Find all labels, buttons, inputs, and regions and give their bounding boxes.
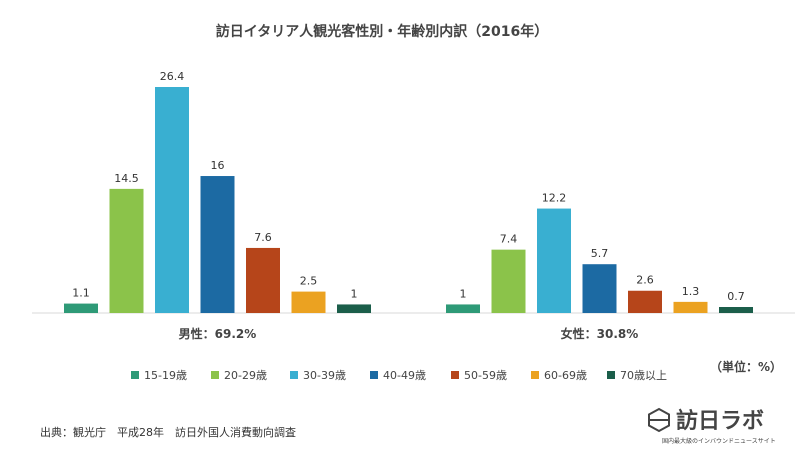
legend-swatch-0: [131, 371, 139, 379]
bar-male-4: [246, 247, 280, 313]
legend-item-5: 60-69歳: [531, 369, 587, 382]
bar-male-0: [64, 303, 98, 313]
source-note: 出典：観光庁 平成28年 訪日外国人消費動向調査: [40, 425, 296, 439]
logo-name: 訪日ラボ: [676, 408, 764, 434]
value-label-female-3: 5.7: [591, 247, 609, 260]
legend-item-4: 50-59歳: [451, 369, 507, 382]
bars-group: [64, 87, 753, 313]
bar-male-3: [200, 176, 235, 313]
category-labels-group: 男性：69.2% 女性：30.8%: [179, 326, 639, 341]
value-label-female-0: 1: [460, 287, 467, 300]
legend-item-2: 30-39歳: [290, 369, 346, 382]
value-label-female-2: 12.2: [542, 192, 567, 205]
legend-item-0: 15-19歳: [131, 369, 187, 382]
logo-tagline: 国内最大級のインバウンドニュースサイト: [662, 437, 776, 445]
category-label-female: 女性：30.8%: [561, 326, 639, 341]
value-label-male-4: 7.6: [254, 231, 272, 244]
value-label-female-4: 2.6: [636, 274, 654, 287]
legend-swatch-1: [211, 371, 219, 379]
bar-male-2: [155, 87, 189, 313]
bar-female-4: [628, 290, 662, 313]
legend-swatch-3: [370, 371, 378, 379]
bar-male-5: [291, 291, 326, 313]
legend-label-5: 60-69歳: [544, 369, 587, 382]
value-label-male-3: 16: [211, 159, 225, 172]
legend: 15-19歳 20-29歳 30-39歳 40-49歳 50-59歳 60-69歳 70歳以…: [131, 369, 667, 382]
legend-label-6: 70歳以上: [620, 369, 667, 382]
logo: 訪日ラボ 国内最大級のインバウンドニュースサイト: [648, 407, 776, 445]
bar-female-6: [719, 307, 753, 313]
value-labels-group: 1.1 14.5 26.4 16 7.6 2.5 1 1 7.4 12.2 5.7 2.6 1.3 0.7: [72, 70, 745, 303]
bar-female-5: [673, 301, 708, 313]
legend-item-6: 70歳以上: [607, 369, 667, 382]
bar-female-2: [537, 208, 571, 313]
value-label-male-5: 2.5: [300, 275, 318, 288]
legend-swatch-4: [451, 371, 459, 379]
value-label-female-5: 1.3: [682, 285, 700, 298]
unit-label: （単位：%）: [710, 359, 782, 374]
legend-label-3: 40-49歳: [383, 369, 426, 382]
value-label-male-6: 1: [351, 287, 358, 300]
logo-icon: [648, 407, 670, 433]
bar-female-1: [491, 249, 526, 313]
value-label-male-0: 1.1: [72, 287, 90, 300]
legend-swatch-6: [607, 371, 615, 379]
legend-swatch-2: [290, 371, 298, 379]
category-label-male: 男性：69.2%: [179, 326, 257, 341]
legend-item-1: 20-29歳: [211, 369, 267, 382]
bar-female-3: [582, 264, 617, 313]
legend-item-3: 40-49歳: [370, 369, 426, 382]
bar-male-1: [109, 188, 144, 313]
value-label-male-1: 14.5: [114, 172, 139, 185]
legend-label-4: 50-59歳: [464, 369, 507, 382]
legend-label-2: 30-39歳: [303, 369, 346, 382]
bar-female-0: [446, 304, 480, 313]
chart-title: 訪日イタリア人観光客性別・年齢別内訳（2016年）: [216, 23, 548, 40]
value-label-female-1: 7.4: [500, 233, 518, 246]
legend-label-0: 15-19歳: [144, 369, 187, 382]
legend-swatch-5: [531, 371, 539, 379]
bar-male-6: [337, 304, 371, 313]
value-label-male-2: 26.4: [160, 70, 185, 83]
value-label-female-6: 0.7: [727, 290, 745, 303]
legend-label-1: 20-29歳: [224, 369, 267, 382]
